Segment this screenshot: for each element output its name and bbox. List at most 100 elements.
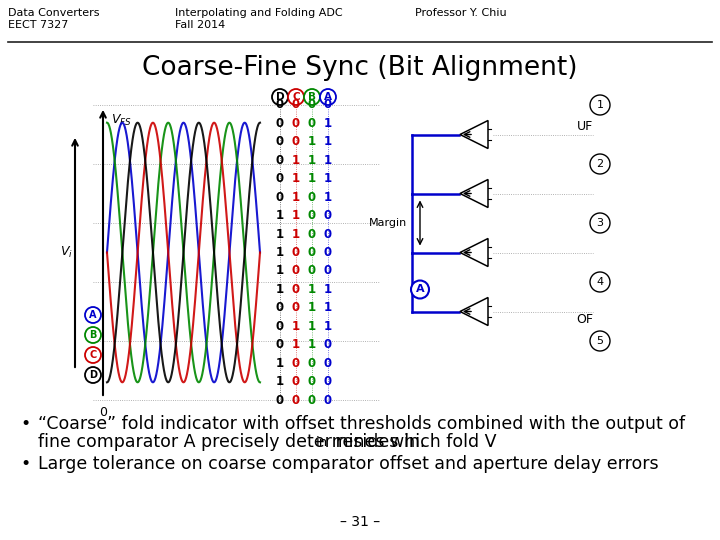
Text: 1: 1 [324,283,332,296]
Text: 0: 0 [324,246,332,259]
Text: 0: 0 [308,375,316,388]
Text: 0: 0 [276,136,284,148]
Circle shape [590,331,610,351]
Text: 0: 0 [292,136,300,148]
Text: D: D [89,370,97,380]
Text: Large tolerance on coarse comparator offset and aperture delay errors: Large tolerance on coarse comparator off… [38,455,659,473]
Circle shape [320,89,336,105]
Text: 1: 1 [308,283,316,296]
Text: “Coarse” fold indicator with offset thresholds combined with the output of: “Coarse” fold indicator with offset thre… [38,415,685,433]
Text: UF: UF [577,120,593,133]
Text: 5: 5 [596,336,603,346]
Text: Professor Y. Chiu: Professor Y. Chiu [415,8,507,18]
Text: 0: 0 [292,117,300,130]
Text: •: • [20,455,30,473]
Text: 0: 0 [308,246,316,259]
Text: 0: 0 [292,301,300,314]
Text: 0: 0 [292,98,300,111]
Text: 0: 0 [276,117,284,130]
Text: 1: 1 [324,191,332,204]
Text: 0: 0 [292,283,300,296]
Text: 1: 1 [308,136,316,148]
Text: Data Converters: Data Converters [8,8,99,18]
Text: B: B [308,92,316,102]
Text: Coarse-Fine Sync (Bit Alignment): Coarse-Fine Sync (Bit Alignment) [143,55,577,81]
Text: 1: 1 [324,154,332,167]
Text: 0: 0 [276,320,284,333]
Circle shape [85,347,101,363]
Text: 0: 0 [292,356,300,369]
Text: 0: 0 [292,375,300,388]
Text: B: B [89,330,96,340]
Text: 0: 0 [276,191,284,204]
Text: 1: 1 [324,136,332,148]
Text: 0: 0 [276,98,284,111]
Text: EECT 7327: EECT 7327 [8,20,68,30]
Text: 1: 1 [276,246,284,259]
Text: 1: 1 [324,117,332,130]
Text: 0: 0 [292,394,300,407]
Text: 1: 1 [596,100,603,110]
Text: 0: 0 [324,394,332,407]
Text: 1: 1 [292,227,300,240]
Text: $V_{FS}$: $V_{FS}$ [111,113,132,128]
Text: 1: 1 [308,172,316,185]
Circle shape [590,272,610,292]
Circle shape [85,367,101,383]
Text: 1: 1 [308,338,316,351]
Text: 0: 0 [324,338,332,351]
Circle shape [85,307,101,323]
Text: 0: 0 [276,338,284,351]
Text: 1: 1 [308,301,316,314]
Text: 1: 1 [292,191,300,204]
Text: 0: 0 [308,265,316,278]
Text: 4: 4 [596,277,603,287]
Text: 1: 1 [292,209,300,222]
Text: 1: 1 [324,172,332,185]
Text: C: C [89,350,96,360]
Circle shape [590,95,610,115]
Text: 0: 0 [308,209,316,222]
Text: 0: 0 [308,227,316,240]
Circle shape [304,89,320,105]
Text: 1: 1 [308,154,316,167]
Text: 1: 1 [324,320,332,333]
Text: A: A [415,285,424,294]
Circle shape [590,154,610,174]
Circle shape [272,89,288,105]
Text: $V_i$: $V_i$ [60,245,73,260]
Circle shape [411,280,429,299]
Text: resides in.: resides in. [330,433,426,451]
Text: 0: 0 [99,406,107,419]
Text: 1: 1 [292,338,300,351]
Text: A: A [324,92,332,102]
Text: 1: 1 [292,320,300,333]
Text: Fall 2014: Fall 2014 [175,20,225,30]
Text: – 31 –: – 31 – [340,515,380,529]
Text: 0: 0 [308,117,316,130]
Text: 0: 0 [276,301,284,314]
Text: 0: 0 [324,98,332,111]
Text: D: D [276,92,284,102]
Text: 1: 1 [276,265,284,278]
Text: 0: 0 [308,394,316,407]
Text: in: in [316,436,328,449]
Circle shape [85,327,101,343]
Text: 1: 1 [276,283,284,296]
Text: 1: 1 [308,320,316,333]
Text: 0: 0 [276,394,284,407]
Text: Margin: Margin [369,218,407,228]
Text: 1: 1 [276,356,284,369]
Text: 1: 1 [276,209,284,222]
Text: 0: 0 [276,172,284,185]
Text: 1: 1 [292,154,300,167]
Circle shape [288,89,304,105]
Text: OF: OF [577,313,593,326]
Text: 0: 0 [292,246,300,259]
Text: C: C [292,92,300,102]
Text: 0: 0 [276,154,284,167]
Text: fine comparator A precisely determines which fold V: fine comparator A precisely determines w… [38,433,497,451]
Text: 3: 3 [596,218,603,228]
Text: 2: 2 [596,159,603,169]
Text: Interpolating and Folding ADC: Interpolating and Folding ADC [175,8,343,18]
